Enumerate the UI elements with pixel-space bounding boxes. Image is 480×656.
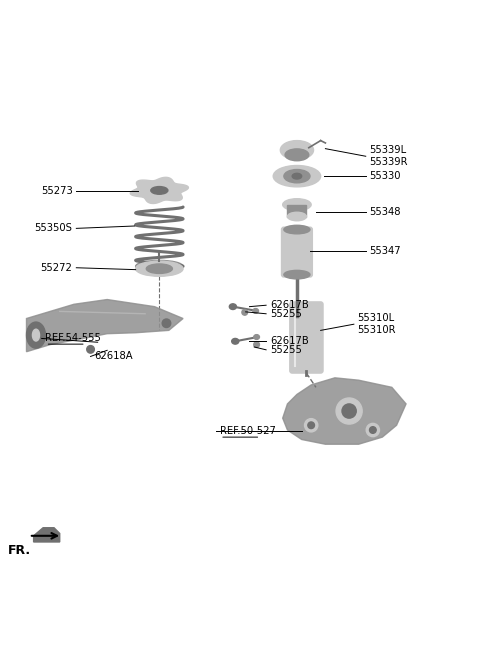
Text: FR.: FR. [8, 544, 31, 556]
Ellipse shape [336, 398, 362, 424]
Ellipse shape [284, 270, 310, 279]
FancyBboxPatch shape [290, 302, 323, 373]
Ellipse shape [304, 419, 318, 432]
Ellipse shape [308, 422, 314, 428]
Ellipse shape [253, 308, 259, 314]
Text: 62618A: 62618A [95, 352, 133, 361]
Ellipse shape [254, 335, 260, 339]
Ellipse shape [273, 165, 321, 187]
Ellipse shape [136, 260, 183, 272]
Ellipse shape [136, 261, 183, 276]
Ellipse shape [146, 264, 172, 274]
Text: REF.50-527: REF.50-527 [220, 426, 276, 436]
Ellipse shape [254, 342, 260, 348]
Text: 62617B: 62617B [270, 337, 309, 346]
Polygon shape [26, 300, 183, 352]
Ellipse shape [285, 149, 309, 161]
Text: 55272: 55272 [41, 263, 72, 273]
Text: REF.54-555: REF.54-555 [46, 333, 101, 344]
Ellipse shape [26, 322, 46, 348]
Text: 55339L
55339R: 55339L 55339R [370, 146, 408, 167]
Ellipse shape [283, 199, 311, 211]
Text: 55350S: 55350S [35, 223, 72, 234]
Ellipse shape [280, 140, 313, 159]
Text: 62617B: 62617B [270, 300, 309, 310]
Text: 55347: 55347 [370, 246, 401, 256]
Text: 55255: 55255 [270, 345, 302, 355]
Ellipse shape [33, 329, 39, 341]
Text: 55310L
55310R: 55310L 55310R [358, 314, 396, 335]
Text: 55330: 55330 [370, 171, 401, 181]
Ellipse shape [87, 346, 95, 353]
Polygon shape [283, 378, 406, 444]
Ellipse shape [151, 186, 168, 194]
Ellipse shape [284, 225, 310, 234]
Text: 55255: 55255 [270, 309, 302, 319]
Ellipse shape [138, 264, 180, 274]
Text: 55273: 55273 [41, 186, 72, 196]
Polygon shape [130, 177, 188, 203]
Ellipse shape [366, 423, 380, 437]
Ellipse shape [370, 426, 376, 434]
Ellipse shape [229, 304, 237, 310]
FancyBboxPatch shape [281, 227, 312, 277]
Ellipse shape [232, 338, 239, 344]
Bar [288, 205, 306, 216]
Ellipse shape [342, 404, 356, 418]
Ellipse shape [292, 173, 301, 179]
Ellipse shape [288, 213, 306, 221]
Ellipse shape [284, 169, 310, 183]
Polygon shape [34, 527, 60, 542]
Ellipse shape [162, 319, 171, 327]
Ellipse shape [242, 310, 248, 315]
Text: 55348: 55348 [370, 207, 401, 216]
